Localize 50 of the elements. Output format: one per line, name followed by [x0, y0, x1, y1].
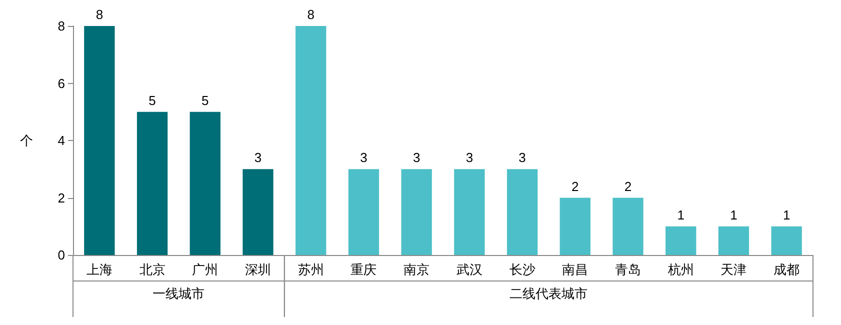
- data-label: 1: [677, 207, 684, 222]
- x-tick-label: 武汉: [456, 262, 482, 277]
- bar: [454, 169, 485, 255]
- data-label: 1: [730, 207, 738, 222]
- bar: [136, 112, 168, 255]
- x-tick-label: 南昌: [562, 262, 588, 277]
- y-tick-label: 4: [58, 133, 65, 148]
- bar: [612, 198, 644, 255]
- data-label: 2: [624, 178, 632, 194]
- x-tick-label: 上海: [86, 262, 112, 277]
- bar: [242, 169, 274, 255]
- bar: [506, 169, 538, 255]
- x-tick-label: 北京: [139, 262, 166, 277]
- bar: [560, 198, 590, 255]
- data-label: 5: [202, 92, 209, 108]
- bar: [401, 169, 432, 255]
- data-label: 3: [360, 150, 368, 166]
- x-tick-label: 杭州: [666, 262, 694, 277]
- x-tick-label: 青岛: [615, 262, 641, 277]
- y-tick-label: 8: [58, 18, 65, 34]
- data-label: 3: [466, 150, 474, 166]
- x-tick-label: 苏州: [298, 262, 324, 277]
- x-tick-label: 成都: [774, 262, 800, 277]
- x-tick-label: 广州: [192, 262, 218, 277]
- y-tick-label: 0: [58, 248, 65, 262]
- bar: [348, 169, 380, 255]
- x-tick-label: 南京: [404, 262, 430, 277]
- y-tick-label: 6: [58, 76, 65, 91]
- data-label: 3: [254, 150, 262, 166]
- data-label: 5: [148, 92, 156, 108]
- bar: [666, 226, 696, 255]
- data-label: 2: [572, 178, 579, 194]
- data-label: 3: [518, 150, 526, 166]
- bar: [190, 112, 220, 255]
- x-tick-label: 长沙: [509, 262, 536, 277]
- y-axis-title: 个: [20, 133, 33, 148]
- bar: [771, 226, 802, 255]
- y-tick-label: 2: [58, 190, 65, 206]
- bar: [84, 26, 115, 255]
- data-label: 8: [96, 7, 104, 22]
- text: 一线城市: [152, 286, 205, 301]
- bar: [296, 26, 326, 255]
- x-tick-label: 深圳: [245, 262, 271, 277]
- x-tick-label: 重庆: [350, 262, 377, 277]
- text: 二线代表城市: [510, 286, 588, 301]
- data-label: 8: [307, 7, 314, 22]
- data-label: 3: [412, 150, 420, 166]
- bar: [718, 226, 750, 255]
- x-tick-label: 天津: [720, 262, 747, 277]
- data-label: 1: [782, 207, 790, 222]
